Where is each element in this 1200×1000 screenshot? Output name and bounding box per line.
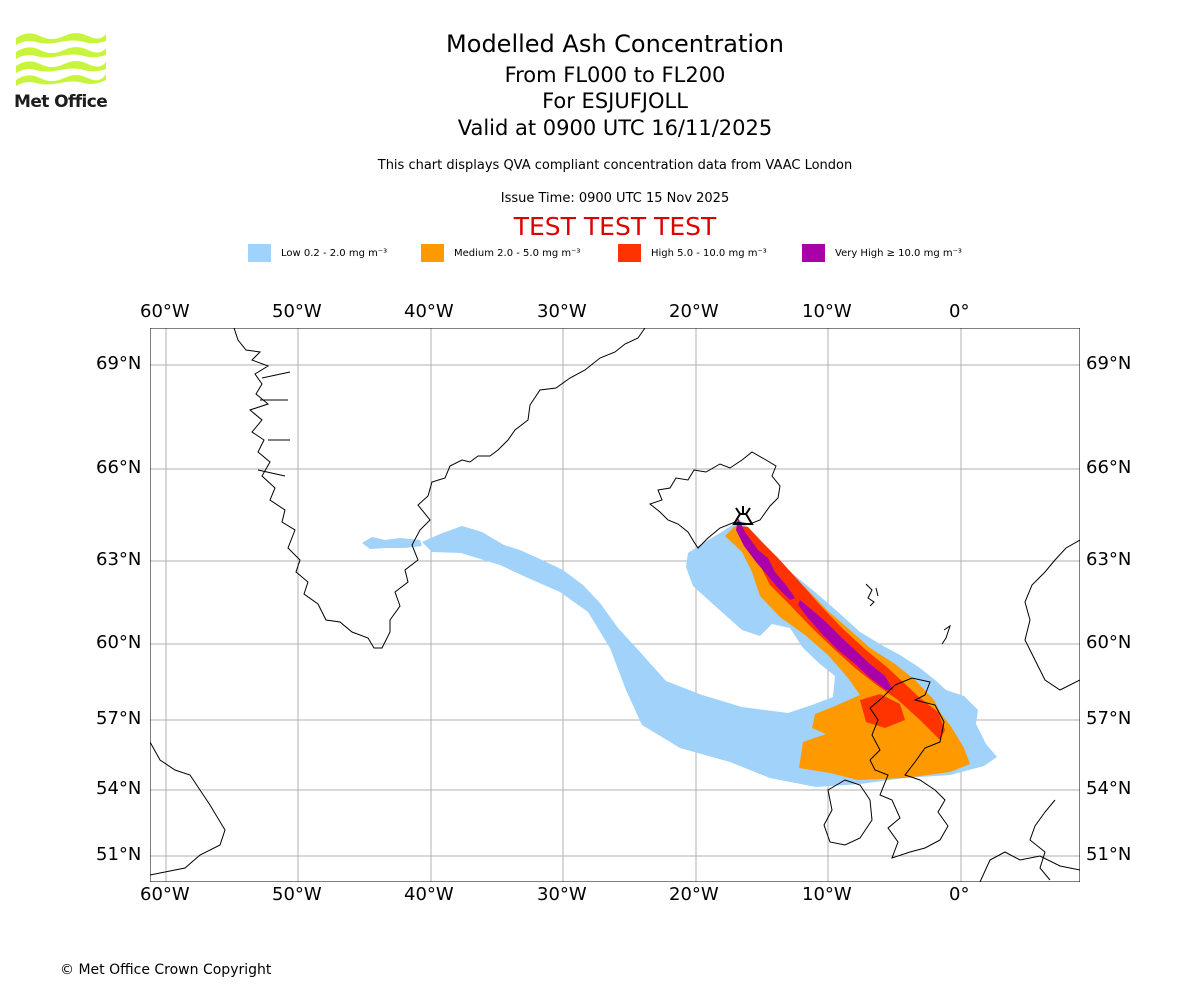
legend-swatch-high [618,244,641,262]
lat-label-left-51n: 51°N [96,844,142,865]
legend-label-low: Low 0.2 - 2.0 mg m⁻³ [281,247,388,259]
logo-text: Met Office [14,92,108,112]
coastline-faroe-islands [865,583,879,607]
coastline-iceland [648,451,781,549]
flight-level-range: From FL000 to FL200 [504,63,726,87]
lat-label-right-60n: 60°N [1086,632,1132,653]
legend-item-high: High 5.0 - 10.0 mg m⁻³ [618,244,767,262]
test-banner: TEST TEST TEST [513,212,717,241]
lat-label-left-54n: 54°N [96,778,142,799]
coastlines [150,328,1080,882]
coastline-europe [979,851,1080,882]
lat-label-right-54n: 54°N [1086,778,1132,799]
legend-item-very-high: Very High ≥ 10.0 mg m⁻³ [802,244,962,262]
volcano-name: For ESJUFJOLL [542,89,688,113]
legend-label-medium: Medium 2.0 - 5.0 mg m⁻³ [454,247,581,259]
lon-label-bottom-30w: 30°W [537,884,587,905]
lon-label-bottom-60w: 60°W [140,884,190,905]
coastline-denmark [1029,799,1056,881]
lon-label-top-60w: 60°W [140,301,190,322]
legend-item-low: Low 0.2 - 2.0 mg m⁻³ [248,244,387,262]
lat-label-right-66n: 66°N [1086,457,1132,478]
lat-label-right-69n: 69°N [1086,353,1132,374]
lon-label-top-30w: 30°W [537,301,587,322]
lon-label-top-50w: 50°W [272,301,322,322]
lon-label-bottom-0: 0° [949,884,970,905]
lat-label-right-57n: 57°N [1086,708,1132,729]
coastline-shetland [941,624,951,645]
coastline-labrador [150,741,226,876]
coastline-greenland-fjord [257,371,291,477]
issue-time: Issue Time: 0900 UTC 15 Nov 2025 [500,191,730,206]
legend-item-medium: Medium 2.0 - 5.0 mg m⁻³ [421,244,580,262]
lat-label-right-63n: 63°N [1086,549,1132,570]
ash-region-very-high-core [736,518,795,600]
lon-label-bottom-10w: 10°W [802,884,852,905]
met-office-logo [14,30,109,112]
lat-label-left-69n: 69°N [96,353,142,374]
copyright: © Met Office Crown Copyright [60,962,272,978]
met-office-wave-logo-icon [16,33,106,86]
volcano-marker-icon [732,506,754,525]
lon-label-top-40w: 40°W [404,301,454,322]
lon-label-bottom-40w: 40°W [404,884,454,905]
lat-label-left-63n: 63°N [96,549,142,570]
ash-region-high-patch [860,694,905,728]
chart-description: This chart displays QVA compliant concen… [377,158,853,173]
valid-time: Valid at 0900 UTC 16/11/2025 [457,116,773,140]
chart-title: Modelled Ash Concentration [446,30,784,58]
lat-label-left-60n: 60°N [96,632,142,653]
legend-swatch-low [248,244,271,262]
lon-label-top-10w: 10°W [802,301,852,322]
lat-label-left-66n: 66°N [96,457,142,478]
lon-label-top-20w: 20°W [669,301,719,322]
ash-map [150,328,1080,882]
lat-label-right-51n: 51°N [1086,844,1132,865]
legend-swatch-medium [421,244,444,262]
coastline-greenland [233,328,646,649]
legend-label-high: High 5.0 - 10.0 mg m⁻³ [651,247,767,259]
coastline-scandinavia [1024,539,1080,691]
legend-swatch-very-high [802,244,825,262]
coastline-great-britain [869,677,949,859]
lon-label-top-0: 0° [949,301,970,322]
lon-label-bottom-20w: 20°W [669,884,719,905]
ash-region-low-tail [362,537,422,549]
lat-label-left-57n: 57°N [96,708,142,729]
coastline-ireland [823,779,873,846]
legend-label-very-high: Very High ≥ 10.0 mg m⁻³ [835,247,962,259]
ash-region-very-high-streak [798,600,893,690]
lon-label-bottom-50w: 50°W [272,884,322,905]
